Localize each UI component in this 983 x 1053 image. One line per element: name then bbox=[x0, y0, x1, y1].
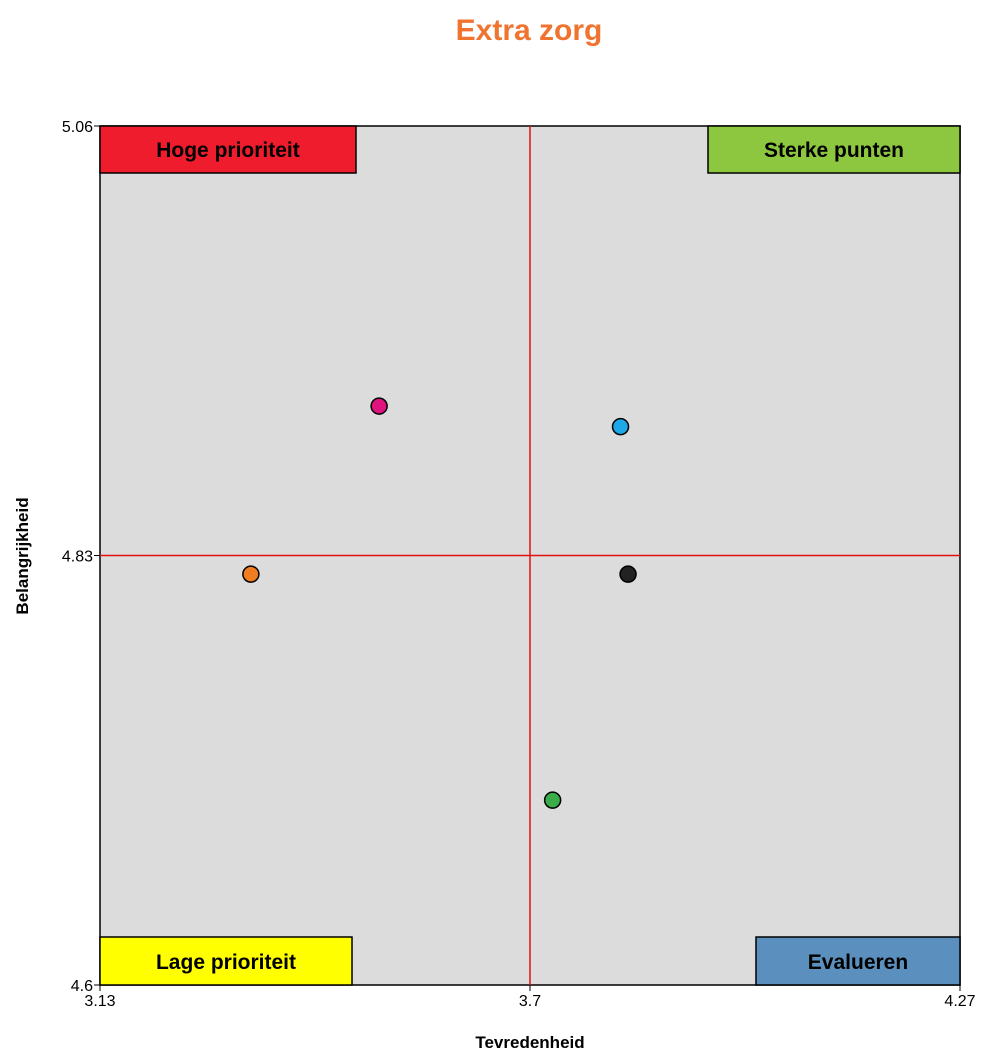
x-tick-label-2: 3.7 bbox=[519, 993, 541, 1010]
y-axis-ticks: 4.6 4.83 5.06 bbox=[62, 119, 100, 995]
quadrant-label-evalueren: Evalueren bbox=[756, 937, 960, 985]
quadrant-text-hoge-prioriteit: Hoge prioriteit bbox=[156, 139, 300, 162]
quadrant-text-sterke-punten: Sterke punten bbox=[764, 139, 904, 162]
scatter-point-2 bbox=[613, 419, 629, 435]
scatter-point-1 bbox=[371, 398, 387, 414]
quadrant-text-evalueren: Evalueren bbox=[808, 951, 908, 974]
quadrant-label-sterke-punten: Sterke punten bbox=[708, 126, 960, 173]
x-tick-label-1: 3.13 bbox=[84, 993, 115, 1010]
y-tick-label-1: 4.6 bbox=[71, 978, 93, 995]
x-axis-ticks: 3.13 3.7 4.27 bbox=[84, 985, 975, 1010]
y-tick-label-3: 5.06 bbox=[62, 119, 93, 136]
scatter-point-5 bbox=[545, 792, 561, 808]
quadrant-label-hoge-prioriteit: Hoge prioriteit bbox=[100, 126, 356, 173]
quadrant-label-lage-prioriteit: Lage prioriteit bbox=[100, 937, 352, 985]
scatter-point-4 bbox=[620, 566, 636, 582]
chart-title: Extra zorg bbox=[456, 14, 603, 47]
x-axis-title: Tevredenheid bbox=[475, 1033, 584, 1052]
y-axis-title: Belangrijkheid bbox=[13, 497, 32, 614]
quadrant-text-lage-prioriteit: Lage prioriteit bbox=[156, 951, 296, 974]
y-tick-label-2: 4.83 bbox=[62, 549, 93, 566]
x-tick-label-3: 4.27 bbox=[944, 993, 975, 1010]
scatter-point-3 bbox=[243, 566, 259, 582]
